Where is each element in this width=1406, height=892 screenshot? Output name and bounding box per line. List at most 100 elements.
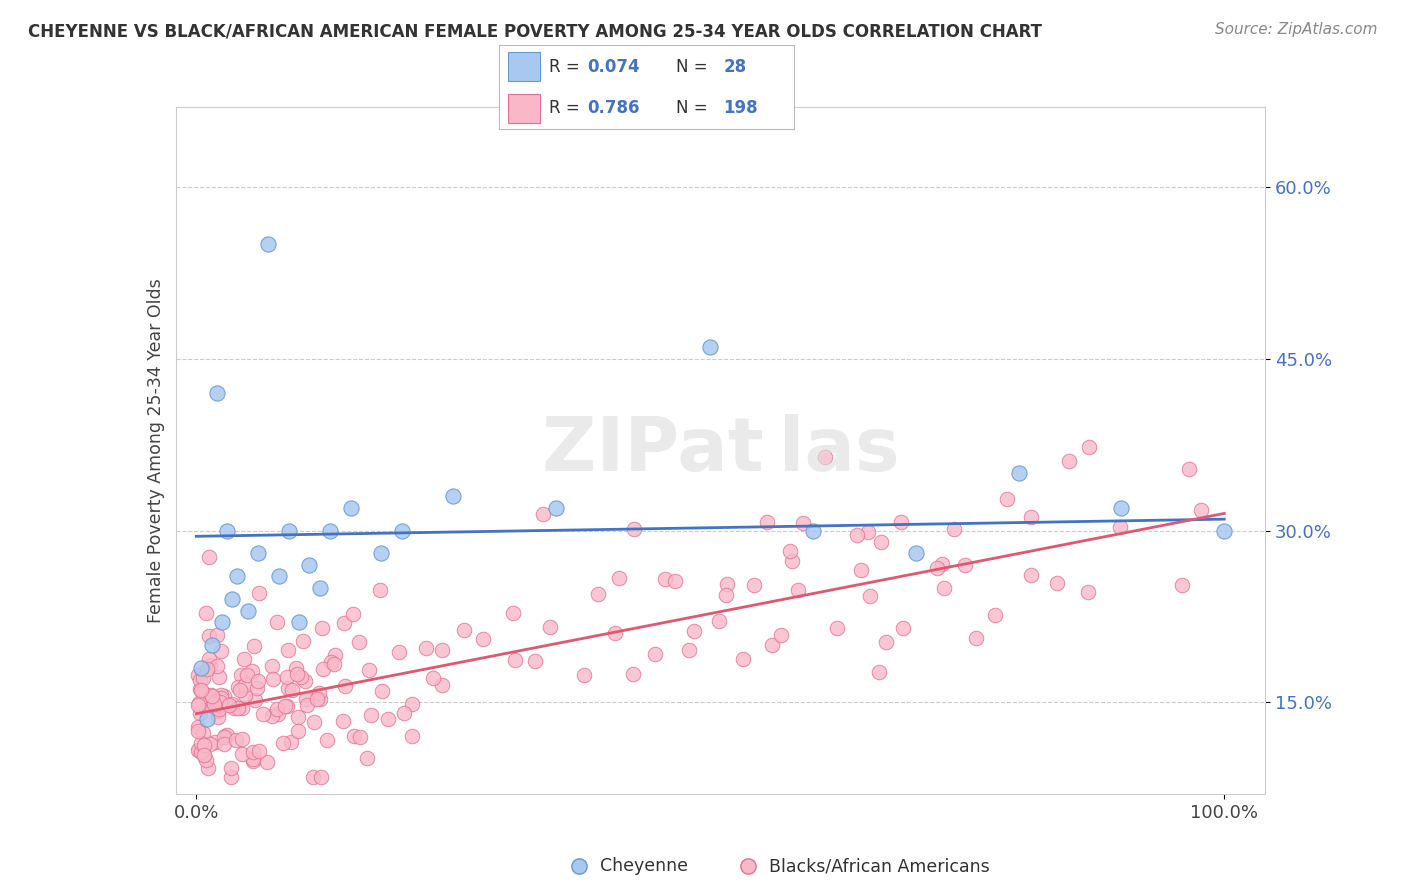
- Text: 198: 198: [724, 99, 758, 117]
- Point: [194, 607, 217, 621]
- Point: [271, 736, 294, 750]
- Point: [212, 737, 235, 751]
- Point: [190, 745, 212, 759]
- Point: [891, 621, 914, 635]
- Point: [432, 678, 454, 692]
- Point: [260, 659, 283, 673]
- Point: [371, 683, 394, 698]
- Point: [190, 673, 212, 687]
- Point: [733, 652, 755, 666]
- Point: [246, 546, 269, 561]
- Point: [221, 697, 243, 711]
- Point: [236, 604, 259, 618]
- Text: CHEYENNE VS BLACK/AFRICAN AMERICAN FEMALE POVERTY AMONG 25-34 YEAR OLDS CORRELAT: CHEYENNE VS BLACK/AFRICAN AMERICAN FEMAL…: [28, 22, 1042, 40]
- Point: [755, 515, 778, 529]
- Point: [349, 730, 371, 744]
- Point: [222, 701, 245, 715]
- Point: [368, 583, 391, 598]
- Point: [228, 680, 250, 694]
- Point: [1111, 500, 1133, 515]
- Point: [242, 755, 264, 769]
- Point: [201, 638, 224, 652]
- Point: [319, 656, 342, 670]
- Point: [247, 744, 270, 758]
- Text: 28: 28: [724, 58, 747, 76]
- Point: [214, 689, 236, 703]
- Point: [586, 587, 609, 601]
- Text: N =: N =: [676, 58, 713, 76]
- Point: [453, 623, 475, 637]
- Point: [195, 713, 218, 727]
- Point: [231, 747, 253, 762]
- Point: [205, 693, 228, 707]
- Point: [188, 742, 211, 756]
- Point: [226, 701, 249, 715]
- Point: [229, 682, 252, 697]
- Point: [1019, 568, 1042, 582]
- Point: [359, 663, 381, 677]
- Point: [316, 733, 339, 747]
- Point: [262, 708, 284, 723]
- Point: [207, 659, 229, 673]
- Point: [229, 668, 252, 682]
- Point: [312, 661, 335, 675]
- Point: [846, 528, 869, 542]
- Point: [273, 698, 295, 713]
- Point: [322, 657, 344, 671]
- Point: [211, 615, 233, 630]
- Point: [335, 679, 357, 693]
- Point: [191, 684, 214, 698]
- Point: [332, 714, 354, 728]
- Point: [441, 489, 464, 503]
- Point: [307, 692, 329, 706]
- Point: [904, 546, 927, 561]
- Point: [1178, 462, 1201, 476]
- Point: [984, 607, 1007, 622]
- Point: [267, 569, 290, 583]
- Point: [277, 524, 299, 538]
- Point: [207, 704, 229, 718]
- Point: [191, 725, 214, 739]
- Point: [716, 577, 738, 591]
- Point: [208, 692, 231, 706]
- Point: [827, 621, 849, 635]
- Point: [1019, 509, 1042, 524]
- Point: [995, 492, 1018, 507]
- Text: Cheyenne: Cheyenne: [600, 857, 689, 875]
- Point: [1109, 519, 1132, 533]
- Point: [256, 755, 278, 769]
- Point: [187, 720, 209, 734]
- Point: [932, 581, 955, 595]
- Point: [787, 583, 810, 598]
- Point: [319, 524, 342, 538]
- Point: [621, 667, 644, 681]
- Point: [195, 662, 218, 676]
- Point: [198, 658, 221, 673]
- Text: ZIPat las: ZIPat las: [541, 414, 900, 487]
- Point: [678, 642, 700, 657]
- Point: [285, 661, 308, 675]
- Point: [744, 578, 766, 592]
- Bar: [508, 53, 540, 81]
- Point: [205, 628, 228, 642]
- Point: [198, 652, 221, 666]
- Point: [356, 751, 378, 765]
- Point: [187, 698, 209, 712]
- Point: [190, 682, 212, 697]
- Point: [193, 748, 215, 763]
- Point: [266, 706, 288, 721]
- Point: [262, 673, 284, 687]
- Text: Blacks/African Americans: Blacks/African Americans: [769, 857, 990, 875]
- Point: [965, 631, 987, 645]
- Point: [287, 724, 309, 739]
- Point: [294, 673, 316, 688]
- Point: [208, 670, 231, 684]
- Point: [209, 688, 232, 702]
- Point: [707, 615, 730, 629]
- Point: [243, 640, 266, 654]
- Point: [654, 573, 676, 587]
- Point: [252, 706, 274, 721]
- Point: [415, 641, 437, 656]
- Point: [204, 734, 226, 748]
- Point: [208, 698, 231, 713]
